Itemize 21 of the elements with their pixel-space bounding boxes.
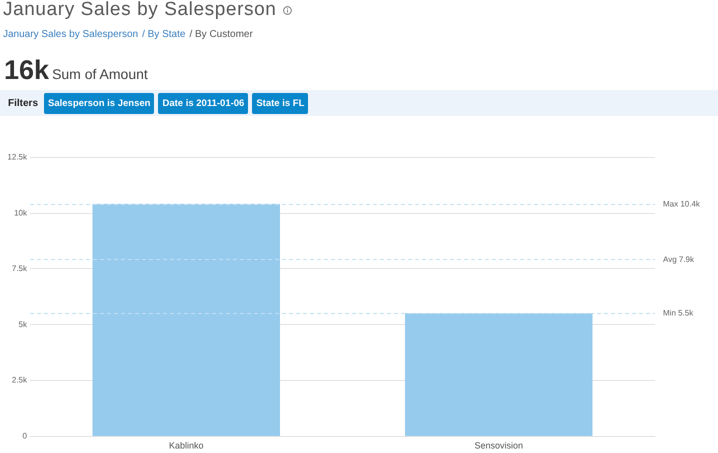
- x-tick-label: Kablinko: [168, 440, 204, 450]
- ref-line-label: Min 5.5k: [663, 308, 694, 318]
- text: / By Customer: [189, 29, 253, 40]
- ref-line-label: Avg 7.9k: [663, 255, 695, 264]
- chart-title: January Sales by Salesperson: [3, 0, 276, 21]
- y-tick-label: 12.5k: [7, 152, 28, 162]
- y-tick-label: 10k: [14, 208, 28, 218]
- y-tick-label: 5k: [18, 320, 28, 329]
- y-tick-label: 0: [22, 432, 28, 440]
- x-tick-label: Sensovision: [474, 440, 524, 450]
- text: January Sales by Salesperson: [3, 29, 138, 40]
- y-tick-label: 2.5k: [12, 376, 28, 385]
- y-tick-label: 7.5k: [12, 264, 28, 274]
- text: / By State: [142, 29, 186, 40]
- text: Salesperson is Jensen: [44, 92, 154, 114]
- text: 16k: [4, 55, 50, 85]
- text: Date is 2011-01-06: [158, 92, 248, 114]
- text: Sum of Amount: [52, 66, 148, 82]
- text: Filters: [8, 98, 38, 108]
- ref-line-label: Max 10.4k: [663, 199, 701, 208]
- text: State is FL: [252, 92, 308, 114]
